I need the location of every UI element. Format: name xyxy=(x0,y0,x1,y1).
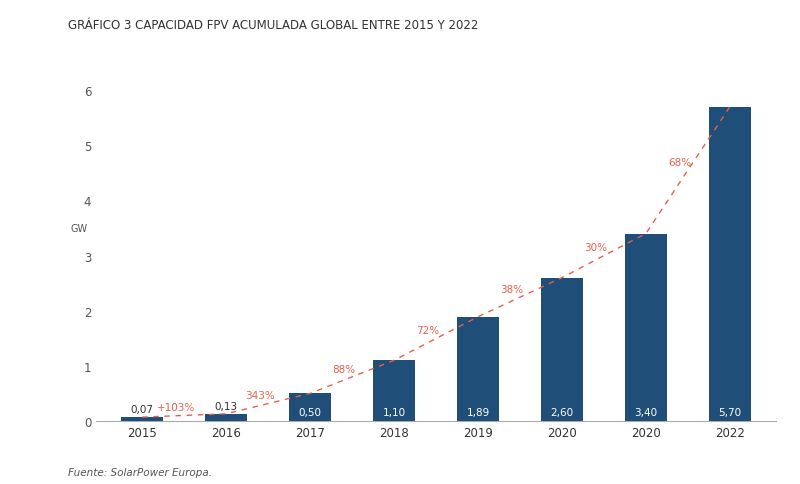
Text: 1,10: 1,10 xyxy=(382,407,406,417)
Bar xyxy=(709,107,751,421)
Text: 0,07: 0,07 xyxy=(130,405,154,414)
Bar xyxy=(373,361,415,421)
Text: 3,40: 3,40 xyxy=(634,407,658,417)
Text: 30%: 30% xyxy=(584,243,607,253)
Bar xyxy=(121,417,163,421)
Text: GRÁFICO 3 CAPACIDAD FPV ACUMULADA GLOBAL ENTRE 2015 Y 2022: GRÁFICO 3 CAPACIDAD FPV ACUMULADA GLOBAL… xyxy=(68,19,478,32)
Text: 38%: 38% xyxy=(500,284,523,294)
Bar xyxy=(625,234,667,421)
Text: 88%: 88% xyxy=(332,364,355,374)
Text: 343%: 343% xyxy=(245,391,274,400)
Text: Fuente: SolarPower Europa.: Fuente: SolarPower Europa. xyxy=(68,467,212,477)
Text: 0,50: 0,50 xyxy=(298,407,322,417)
Text: 2,60: 2,60 xyxy=(550,407,574,417)
Text: 72%: 72% xyxy=(416,326,439,335)
Bar xyxy=(541,278,583,421)
Text: 1,89: 1,89 xyxy=(466,407,490,417)
Text: 68%: 68% xyxy=(668,158,691,167)
Text: 5,70: 5,70 xyxy=(718,407,742,417)
Bar xyxy=(289,393,331,421)
Bar xyxy=(457,317,499,421)
Bar xyxy=(205,414,247,421)
Text: 0,13: 0,13 xyxy=(214,401,238,411)
Text: +103%: +103% xyxy=(157,402,195,412)
Text: GW: GW xyxy=(70,224,88,234)
